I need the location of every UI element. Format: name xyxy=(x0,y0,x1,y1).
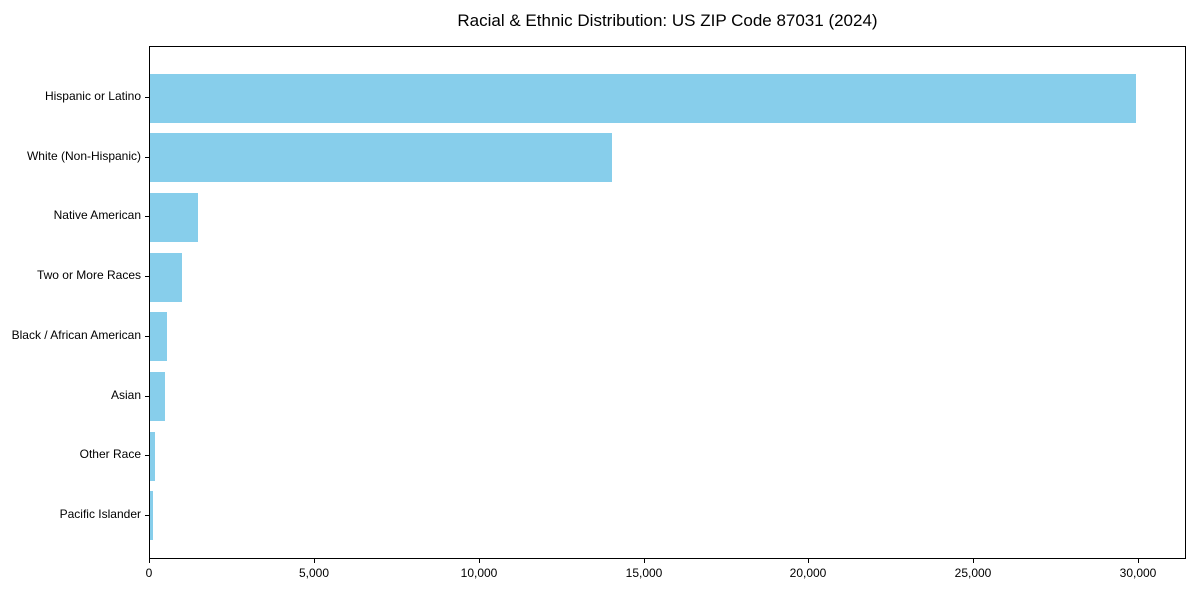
y-tick-label: White (Non-Hispanic) xyxy=(26,148,141,163)
x-tick-label: 25,000 xyxy=(954,566,992,580)
y-tick-label: Hispanic or Latino xyxy=(44,89,141,103)
x-tick-label: 5,000 xyxy=(298,566,330,580)
bar-black-african-american xyxy=(150,312,167,362)
bar-two-or-more-races xyxy=(150,252,182,302)
x-axis-tick xyxy=(1138,559,1139,563)
y-axis-tick xyxy=(145,97,149,98)
x-tick-label: 0 xyxy=(145,566,153,580)
x-tick-label: 15,000 xyxy=(625,566,663,580)
chart-title: Racial & Ethnic Distribution: US ZIP Cod… xyxy=(457,11,878,30)
y-axis-tick xyxy=(145,514,149,516)
bar-white-non-hispanic xyxy=(150,133,612,183)
y-tick-label: Black / African American xyxy=(11,327,141,342)
x-tick-label: 20,000 xyxy=(789,566,827,580)
x-axis-tick xyxy=(149,559,150,563)
y-axis-tick xyxy=(145,335,149,337)
bar-hispanic-or-latino xyxy=(150,73,1136,123)
x-axis-tick xyxy=(808,559,809,563)
y-tick-label: Native American xyxy=(53,208,141,223)
y-axis-tick xyxy=(145,216,149,218)
x-tick-label: 30,000 xyxy=(1119,566,1157,580)
y-axis-tick xyxy=(145,455,149,457)
y-tick-label: Other Race xyxy=(79,447,141,462)
y-axis-tick xyxy=(145,395,149,397)
y-axis-tick xyxy=(145,156,149,158)
bar-other-race xyxy=(150,431,155,481)
y-tick-label: Asian xyxy=(110,387,141,402)
y-axis-tick xyxy=(145,276,149,278)
bar-asian xyxy=(150,372,165,421)
y-tick-label: Two or More Races xyxy=(36,268,141,283)
bar-pacific-islander xyxy=(150,491,153,541)
y-tick-label: Pacific Islander xyxy=(59,506,141,521)
x-axis-tick xyxy=(314,559,315,563)
x-axis-tick xyxy=(479,559,480,563)
bar-native-american xyxy=(150,192,198,242)
x-axis-tick xyxy=(644,559,645,563)
x-tick-label: 10,000 xyxy=(460,566,498,580)
plot-area xyxy=(149,46,1186,559)
x-axis-tick xyxy=(973,559,974,563)
